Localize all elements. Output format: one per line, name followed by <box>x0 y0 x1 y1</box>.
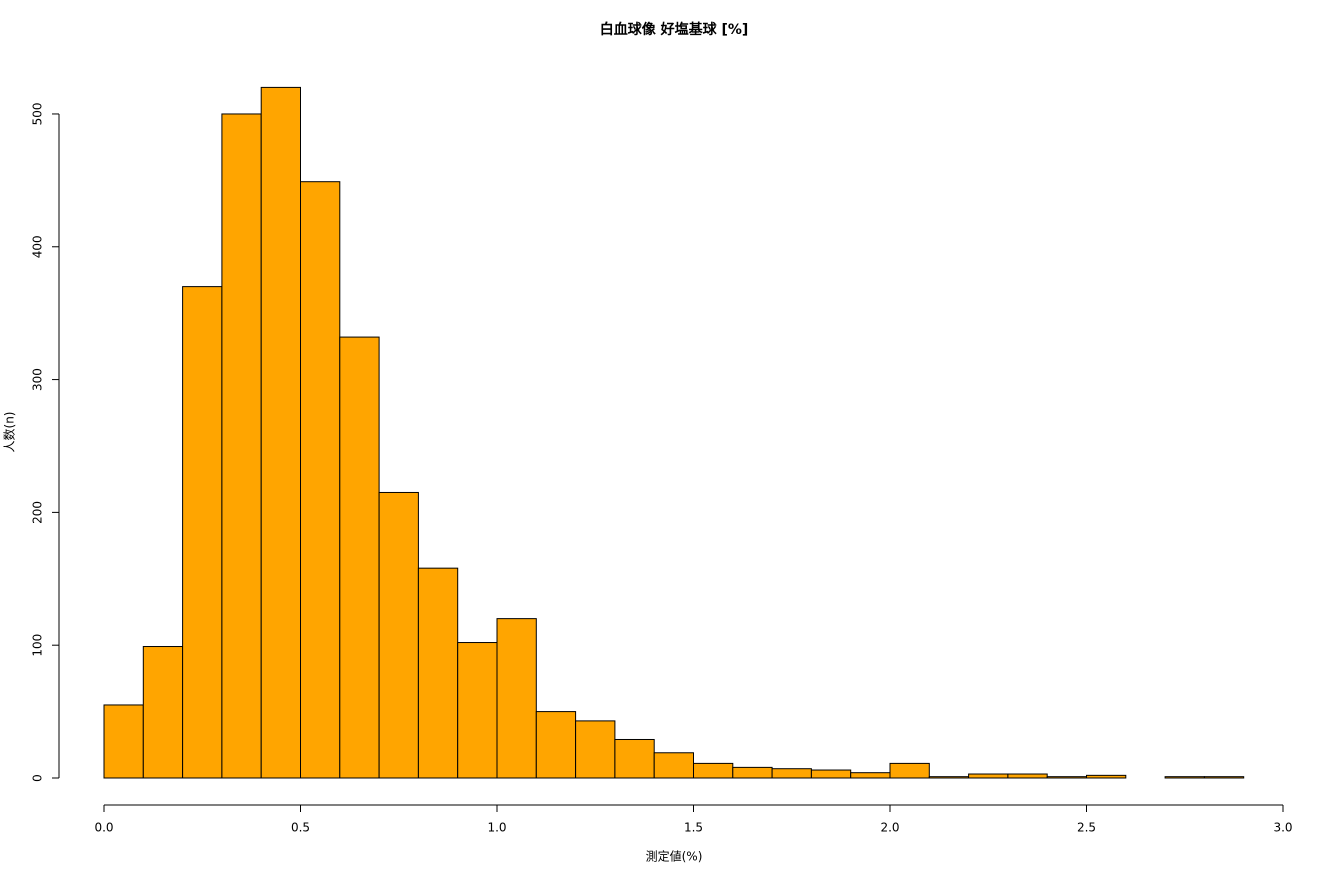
x-tick-label: 3.0 <box>1273 821 1292 835</box>
bar <box>653 752 695 779</box>
x-tick-label: 2.5 <box>1077 821 1096 835</box>
bar <box>182 286 223 779</box>
bar <box>1086 774 1127 779</box>
y-tick-label: 100 <box>31 634 45 657</box>
y-tick-label: 0 <box>31 774 45 782</box>
x-tick-label: 1.0 <box>487 821 506 835</box>
bar <box>968 773 1009 779</box>
bar <box>339 336 380 779</box>
y-axis-label: 人数(n) <box>2 412 17 453</box>
y-tick-label: 500 <box>31 103 45 126</box>
y-tick-label: 300 <box>31 368 45 391</box>
chart-title: 白血球像 好塩基球 [%] <box>600 21 749 38</box>
bar <box>1164 776 1205 779</box>
bar <box>810 769 852 779</box>
bar <box>142 646 184 779</box>
bar <box>850 772 891 779</box>
bar <box>1007 773 1048 779</box>
bar <box>378 491 419 779</box>
bar <box>457 642 498 779</box>
bar <box>260 86 302 779</box>
x-tick-label: 2.0 <box>880 821 899 835</box>
bar <box>1203 776 1245 779</box>
y-tick-label: 200 <box>31 501 45 524</box>
x-axis-label: 測定値(%) <box>646 849 703 864</box>
bar <box>496 618 537 779</box>
bar <box>889 762 930 779</box>
bar <box>732 766 773 779</box>
bar <box>103 704 144 779</box>
bar <box>221 113 262 779</box>
x-tick-label: 1.5 <box>684 821 703 835</box>
bar <box>693 762 734 779</box>
bar <box>417 567 459 779</box>
bar <box>1046 776 1087 779</box>
bar <box>535 711 577 779</box>
bar <box>928 776 970 779</box>
bar <box>575 720 616 779</box>
x-tick-label: 0.0 <box>94 821 113 835</box>
bar <box>771 768 812 779</box>
bar <box>300 181 341 779</box>
y-tick-label: 400 <box>31 235 45 258</box>
bar <box>614 738 655 779</box>
x-tick-label: 0.5 <box>291 821 310 835</box>
